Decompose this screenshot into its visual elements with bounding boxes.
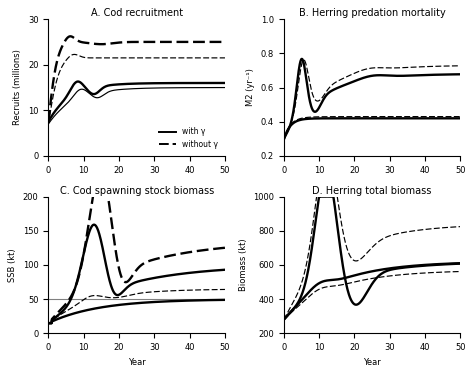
Legend: with γ, without γ: with γ, without γ xyxy=(156,124,221,152)
X-axis label: Year: Year xyxy=(128,358,146,367)
Title: A. Cod recruitment: A. Cod recruitment xyxy=(91,8,182,18)
Title: B. Herring predation mortality: B. Herring predation mortality xyxy=(299,8,446,18)
Title: C. Cod spawning stock biomass: C. Cod spawning stock biomass xyxy=(60,186,214,196)
Y-axis label: SSB (kt): SSB (kt) xyxy=(9,248,18,282)
X-axis label: Year: Year xyxy=(363,358,381,367)
Y-axis label: Recruits (millions): Recruits (millions) xyxy=(13,50,22,126)
Title: D. Herring total biomass: D. Herring total biomass xyxy=(312,186,432,196)
Y-axis label: Biomass (kt): Biomass (kt) xyxy=(238,238,247,291)
Y-axis label: M2 (yr⁻¹): M2 (yr⁻¹) xyxy=(246,69,255,106)
